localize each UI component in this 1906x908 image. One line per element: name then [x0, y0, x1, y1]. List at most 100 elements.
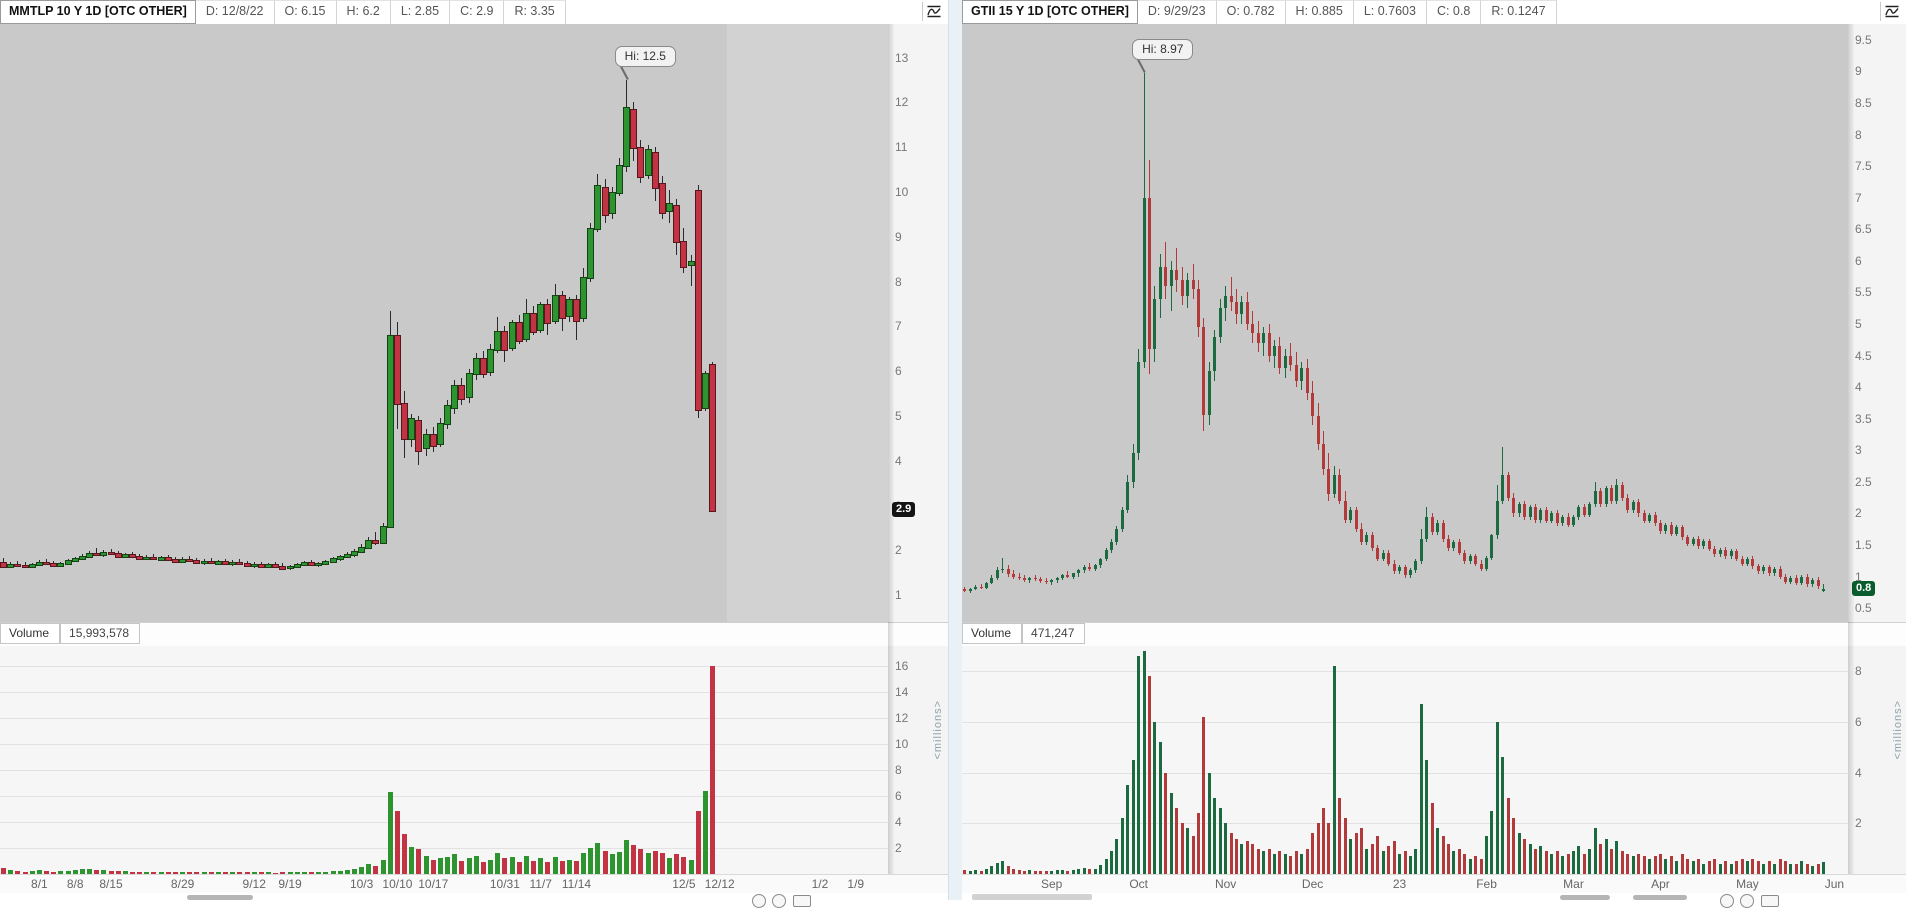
- price-tick-label: 5.5: [1855, 285, 1872, 300]
- candle-body: [1626, 497, 1630, 511]
- chart-style-icon[interactable]: [922, 2, 945, 21]
- volume-bar: [1240, 843, 1244, 874]
- zoom-in-icon[interactable]: [772, 894, 786, 908]
- volume-gridline: [0, 795, 888, 797]
- volume-bar: [1762, 863, 1766, 874]
- symbol-title[interactable]: GTII 15 Y 1D [OTC OTHER]: [962, 0, 1138, 24]
- candle-body: [1169, 270, 1173, 287]
- candle-body: [1311, 393, 1315, 416]
- volume-axis[interactable]: 16 14 12 10 8 6 4 2: [888, 646, 948, 874]
- time-tick-label: 10/10: [382, 877, 413, 891]
- price-tick-label: 4.5: [1855, 348, 1872, 363]
- chart-style-icon[interactable]: [1880, 2, 1903, 21]
- volume-bar: [244, 872, 250, 874]
- symbol-title[interactable]: MMTLP 10 Y 1D [OTC OTHER]: [0, 0, 196, 24]
- volume-bar: [402, 833, 408, 874]
- volume-bar: [1528, 843, 1532, 874]
- candle-body: [1017, 576, 1021, 579]
- candle-body: [1697, 538, 1701, 547]
- volume-bar: [968, 870, 972, 874]
- price-pane[interactable]: Hi: 12.5: [0, 24, 888, 622]
- candle-body: [1066, 575, 1070, 577]
- candle-body: [1615, 484, 1619, 501]
- candle-body: [1642, 513, 1646, 521]
- candle-body: [1186, 279, 1190, 296]
- candle-body: [451, 384, 459, 409]
- volume-axis[interactable]: 8 6 4 2: [1848, 646, 1906, 874]
- price-axis[interactable]: 131211109876543212.9: [888, 24, 948, 622]
- candle-body: [1104, 550, 1108, 559]
- volume-bar: [609, 854, 615, 874]
- price-pane[interactable]: Hi: 8.97: [962, 24, 1848, 622]
- hi-callout[interactable]: Hi: 8.97: [1132, 39, 1194, 61]
- time-tick-label: Feb: [1476, 877, 1497, 891]
- candle-body: [608, 191, 616, 215]
- volume-bar: [1441, 836, 1445, 874]
- candle-body: [1707, 541, 1711, 549]
- hi-callout[interactable]: Hi: 12.5: [614, 45, 676, 67]
- volume-bar: [208, 872, 214, 874]
- candle-body: [257, 563, 265, 568]
- candle-body: [1012, 574, 1016, 577]
- candle-body: [995, 570, 999, 578]
- time-scrollbar-handle[interactable]: [1633, 895, 1687, 900]
- volume-bar: [423, 855, 429, 874]
- candle-body: [1251, 323, 1255, 334]
- candle-body: [1713, 548, 1717, 555]
- ohlc-field: C: 2.9: [450, 0, 505, 24]
- candle-body: [1751, 558, 1755, 567]
- candle-body: [487, 348, 495, 374]
- price-tick-label: 7: [1855, 190, 1862, 205]
- volume-bar: [344, 870, 350, 874]
- time-scrollbar-handle[interactable]: [972, 894, 1092, 900]
- volume-bar: [1012, 868, 1016, 874]
- volume-bar: [1756, 861, 1760, 874]
- ohlc-field: H: 6.2: [336, 0, 391, 24]
- candle-body: [1620, 484, 1624, 498]
- volume-bar: [72, 869, 78, 874]
- bottom-toolbar-strip: [0, 893, 948, 900]
- chart-header: MMTLP 10 Y 1D [OTC OTHER] D: 12/8/22 O: 6…: [0, 0, 948, 25]
- volume-bar: [1245, 841, 1249, 874]
- volume-bar: [1631, 856, 1635, 874]
- volume-bar: [681, 857, 687, 874]
- candle-body: [1088, 567, 1092, 569]
- candle-body: [1604, 488, 1608, 504]
- candle-body: [565, 299, 573, 318]
- candle-body: [1735, 551, 1739, 559]
- volume-bar: [1425, 760, 1429, 874]
- volume-bar: [1577, 846, 1581, 874]
- volume-bar: [1501, 757, 1505, 874]
- volume-tick-label: 2: [895, 840, 902, 855]
- candle-body: [1566, 516, 1570, 525]
- time-scrollbar-handle[interactable]: [187, 895, 253, 900]
- time-scrollbar-handle[interactable]: [1560, 895, 1610, 900]
- price-axis[interactable]: 9.5 9 8.5 8 7.5 7 6.5 6 5.5 5 4.5 4 3.5 3 2.5 2 1.5 1 0.5 0…: [1848, 24, 1906, 622]
- candle-body: [1381, 552, 1385, 559]
- candle-body: [1740, 558, 1744, 564]
- candle-body: [186, 558, 194, 563]
- reset-range-icon[interactable]: [1761, 895, 1779, 907]
- reset-range-icon[interactable]: [793, 895, 811, 907]
- volume-bar: [588, 847, 594, 874]
- candle-body: [265, 564, 273, 568]
- volume-bar: [1316, 823, 1320, 874]
- volume-bar: [115, 871, 121, 874]
- time-axis[interactable]: 8/1 8/8 8/15 8/29 9/12 9/19 10/3 10/10 10/17 10/3…: [0, 874, 948, 894]
- volume-bar: [1050, 870, 1054, 874]
- volume-pane[interactable]: [0, 646, 888, 874]
- volume-bar: [51, 871, 57, 874]
- volume-bar: [1697, 858, 1701, 874]
- zoom-out-icon[interactable]: [1720, 894, 1734, 908]
- candle-body: [372, 539, 380, 545]
- time-axis[interactable]: Sep Oct Nov Dec 23 Feb Mar Apr May Jun: [962, 874, 1906, 894]
- time-tick-label: Dec: [1301, 877, 1324, 891]
- zoom-out-icon[interactable]: [752, 894, 766, 908]
- volume-pane[interactable]: [962, 646, 1848, 874]
- candle-body: [494, 330, 502, 351]
- volume-bar: [1664, 858, 1668, 874]
- volume-bar: [1381, 851, 1385, 874]
- candle-body: [984, 582, 988, 588]
- zoom-in-icon[interactable]: [1740, 894, 1754, 908]
- volume-bar: [1485, 836, 1489, 874]
